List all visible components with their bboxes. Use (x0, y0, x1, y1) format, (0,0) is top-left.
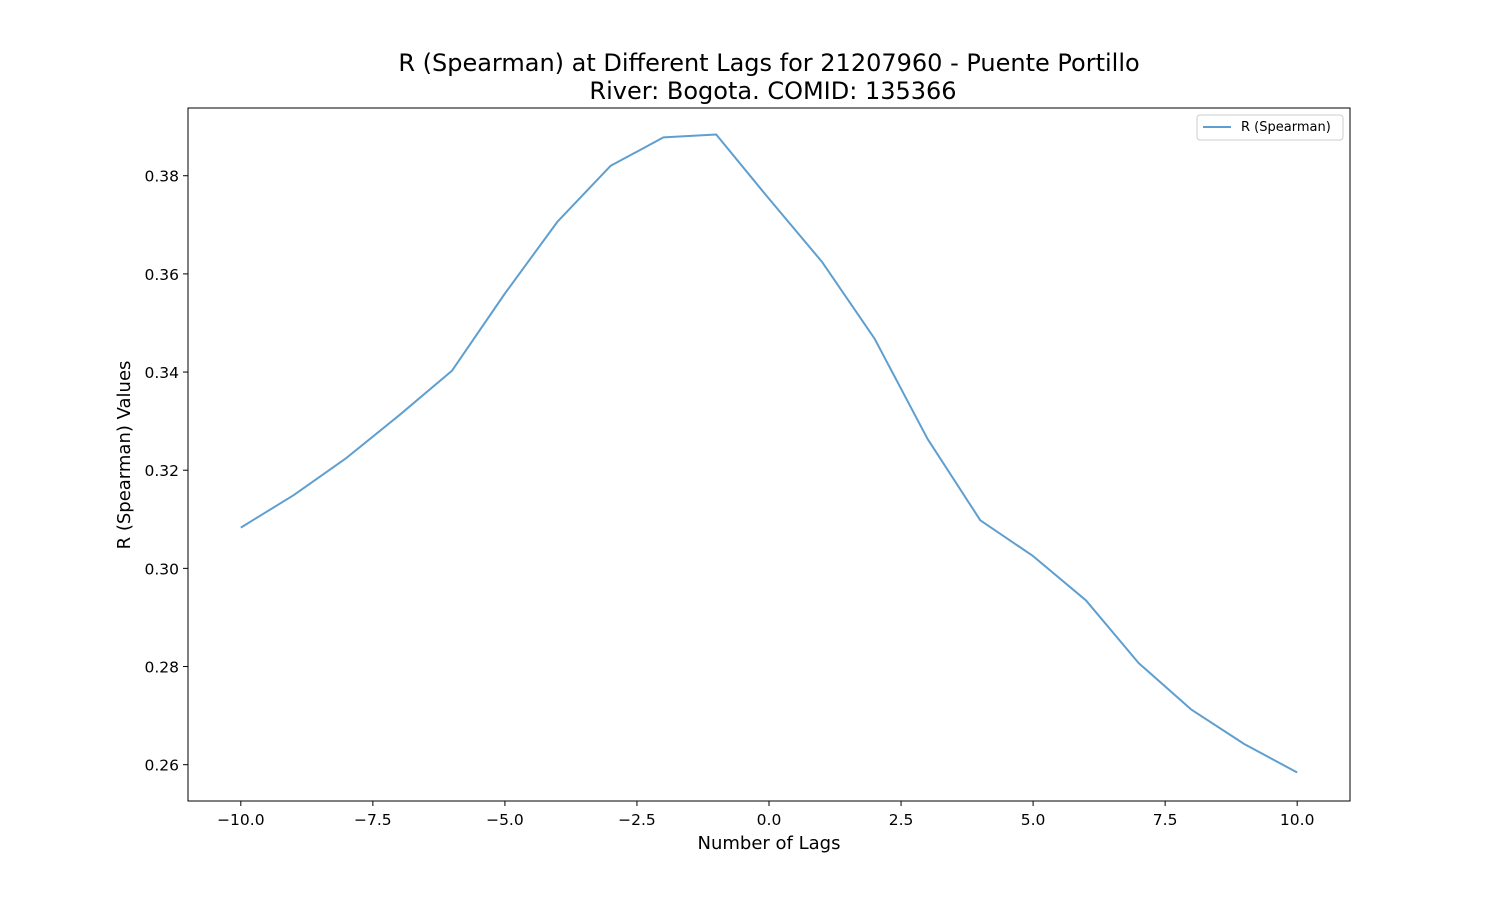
y-tick-label: 0.38 (144, 168, 179, 186)
legend-entry-label: R (Spearman) (1241, 120, 1331, 135)
x-tick-label: 2.5 (889, 811, 914, 829)
y-tick-label: 0.34 (144, 364, 179, 382)
chart-title-line-2: River: Bogota. COMID: 135366 (589, 77, 956, 105)
y-tick-label: 0.28 (144, 659, 179, 677)
x-tick-label: −10.0 (217, 811, 265, 829)
x-tick-label: −5.0 (486, 811, 524, 829)
y-tick-label: 0.30 (144, 560, 179, 578)
x-tick-label: 10.0 (1280, 811, 1315, 829)
x-tick-label: 0.0 (757, 811, 782, 829)
y-axis-ticks: 0.26 0.28 0.30 0.32 0.34 0.36 0.38 (144, 168, 188, 775)
x-tick-label: −7.5 (354, 811, 392, 829)
legend-box (1196, 114, 1344, 141)
series-layer (240, 133, 1298, 774)
series-line-r-spearman (240, 133, 1298, 774)
legend: R (Spearman) (1196, 114, 1344, 141)
y-tick-label: 0.32 (144, 462, 179, 480)
x-tick-label: 7.5 (1153, 811, 1178, 829)
y-axis-label: R (Spearman) Values (114, 361, 135, 550)
chart-title-line-1: R (Spearman) at Different Lags for 21207… (398, 49, 1139, 77)
y-tick-label: 0.36 (144, 266, 179, 284)
x-axis-label: Number of Lags (698, 833, 841, 854)
x-axis-ticks: −10.0 −7.5 −5.0 −2.5 0.0 2.5 5.0 7.5 10.0 (217, 801, 1314, 829)
x-tick-label: 5.0 (1021, 811, 1046, 829)
y-tick-label: 0.26 (144, 757, 179, 775)
x-tick-label: −2.5 (618, 811, 656, 829)
